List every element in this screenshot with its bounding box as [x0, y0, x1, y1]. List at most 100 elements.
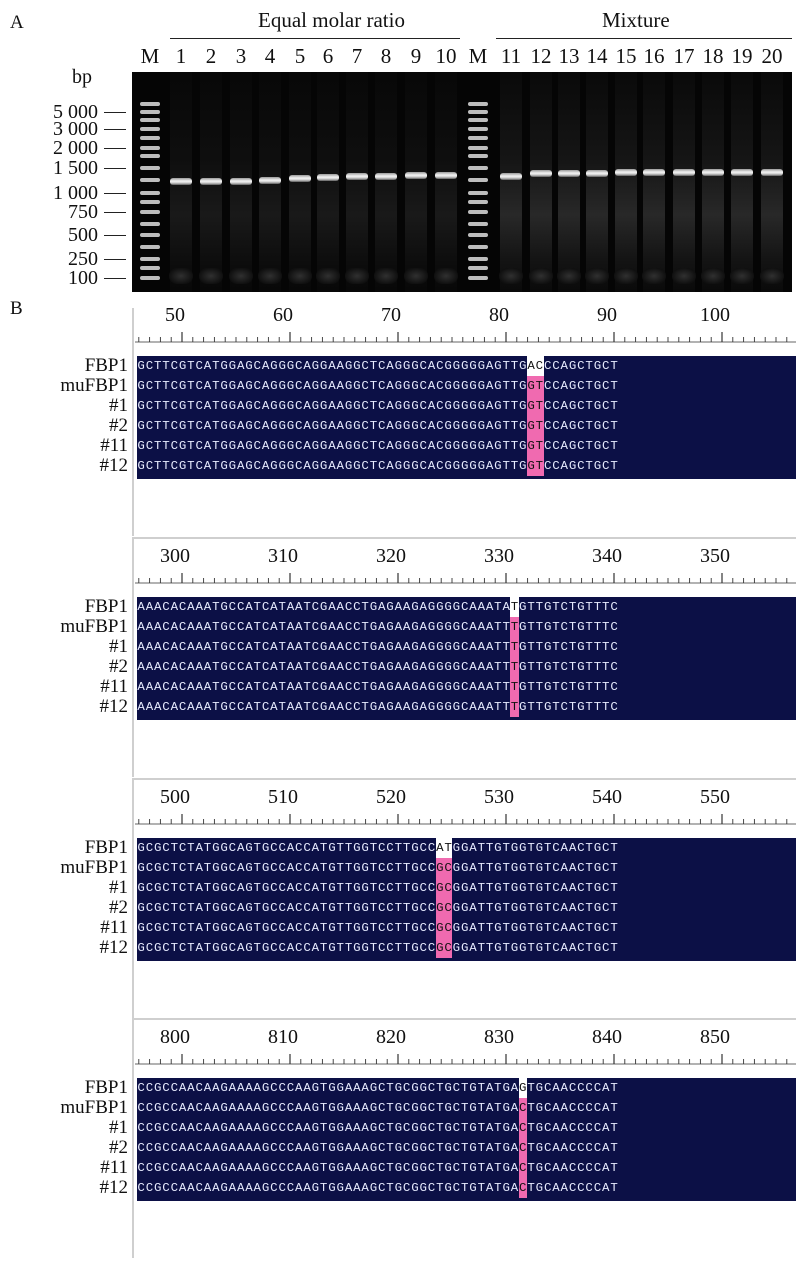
- base: G: [402, 439, 411, 453]
- lane-smear: [346, 72, 368, 292]
- base: G: [328, 1181, 336, 1195]
- lane-label: 8: [380, 44, 392, 68]
- base: T: [585, 359, 593, 373]
- base: G: [328, 881, 336, 895]
- base: C: [552, 881, 560, 895]
- mutated-base: C: [443, 918, 453, 938]
- ladder-band: [468, 233, 488, 237]
- ladder-band: [468, 118, 488, 122]
- base: G: [353, 921, 361, 935]
- base: T: [535, 680, 544, 694]
- base: G: [270, 379, 278, 393]
- lane-label: 4: [264, 44, 276, 68]
- base: G: [245, 459, 253, 473]
- base: G: [261, 1181, 270, 1195]
- base: C: [378, 1081, 386, 1095]
- base: A: [153, 660, 162, 674]
- base: G: [353, 359, 361, 373]
- base: A: [187, 700, 195, 714]
- base: T: [253, 620, 262, 634]
- base: A: [286, 660, 295, 674]
- mutated-base: T: [510, 617, 519, 637]
- base: G: [593, 419, 602, 433]
- base: C: [145, 921, 154, 935]
- base: A: [378, 700, 386, 714]
- base: C: [145, 1161, 154, 1175]
- base: C: [178, 881, 187, 895]
- base: C: [170, 459, 179, 473]
- block-frame: [132, 308, 134, 536]
- base: G: [510, 861, 519, 875]
- base: T: [319, 901, 328, 915]
- base: C: [543, 1081, 552, 1095]
- base: T: [543, 861, 552, 875]
- base: A: [245, 1141, 253, 1155]
- lane-label: M: [468, 44, 488, 68]
- sequence-row: AAACACAAATGCCATCATAATCGAACCTGAGAAGAGGGGC…: [137, 677, 796, 697]
- base: A: [145, 600, 154, 614]
- base: C: [593, 1081, 602, 1095]
- mixture-title: Mixture: [602, 8, 670, 32]
- base: A: [361, 1081, 369, 1095]
- base: T: [203, 901, 212, 915]
- base: T: [460, 1161, 469, 1175]
- base: G: [411, 941, 419, 955]
- base: A: [560, 1081, 569, 1095]
- base: A: [394, 620, 403, 634]
- base: A: [560, 439, 569, 453]
- marker-tick: [104, 168, 126, 169]
- base: G: [543, 660, 552, 674]
- base: G: [411, 600, 419, 614]
- base: C: [278, 901, 286, 915]
- mutated-base: G: [435, 878, 444, 898]
- ladder-band: [140, 118, 160, 122]
- base: T: [361, 660, 369, 674]
- base: A: [394, 680, 403, 694]
- base: G: [137, 841, 145, 855]
- base: C: [270, 941, 278, 955]
- base: G: [543, 640, 552, 654]
- base: A: [344, 1121, 353, 1135]
- ladder-band: [140, 127, 160, 131]
- base: G: [319, 700, 328, 714]
- dna-band: [500, 173, 522, 180]
- base: T: [527, 841, 535, 855]
- base: C: [593, 1141, 602, 1155]
- base: C: [228, 700, 237, 714]
- base: G: [394, 1101, 403, 1115]
- base: C: [295, 941, 303, 955]
- base: C: [560, 620, 569, 634]
- base: T: [170, 841, 179, 855]
- base: G: [245, 419, 253, 433]
- base: T: [568, 640, 577, 654]
- base: T: [502, 881, 510, 895]
- base: T: [278, 660, 286, 674]
- base: G: [137, 379, 145, 393]
- base: T: [477, 841, 486, 855]
- base: G: [543, 680, 552, 694]
- base: T: [477, 1121, 486, 1135]
- base: A: [261, 379, 270, 393]
- sequence-row: GCTTCGTCATGGAGCAGGGCAGGAAGGCTCAGGGCACGGG…: [137, 396, 796, 416]
- base: G: [220, 700, 228, 714]
- base: T: [278, 620, 286, 634]
- base: G: [153, 841, 162, 855]
- base: T: [552, 680, 560, 694]
- base: G: [568, 359, 577, 373]
- base: G: [535, 1081, 544, 1095]
- ruler-number: 810: [268, 1026, 298, 1048]
- base: T: [494, 1081, 502, 1095]
- base: C: [610, 600, 618, 614]
- base: C: [577, 841, 585, 855]
- base: C: [378, 861, 386, 875]
- base: C: [261, 680, 270, 694]
- base: T: [369, 881, 378, 895]
- base: G: [245, 841, 253, 855]
- base: C: [577, 1141, 585, 1155]
- base: A: [187, 660, 195, 674]
- base: C: [236, 640, 245, 654]
- base: T: [319, 1081, 328, 1095]
- base: G: [270, 399, 278, 413]
- base: A: [485, 1101, 494, 1115]
- base: G: [319, 399, 328, 413]
